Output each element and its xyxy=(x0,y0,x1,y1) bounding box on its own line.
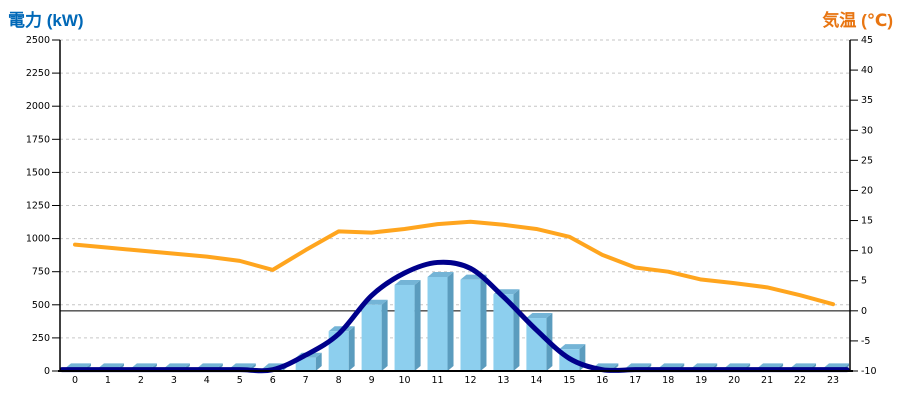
bar-top-face xyxy=(823,363,849,369)
x-axis-tick-label: 8 xyxy=(336,375,342,386)
x-axis-tick-label: 9 xyxy=(369,375,375,386)
power-line-series xyxy=(59,259,850,374)
y-axis-right-tick-label: 40 xyxy=(861,65,873,76)
bar-top-face xyxy=(526,313,553,319)
y-axis-left-tick-label: 0 xyxy=(44,366,50,377)
power-bar xyxy=(493,294,514,371)
power-bar xyxy=(460,279,481,371)
x-axis-tick-label: 15 xyxy=(563,375,575,386)
x-axis-tick-label: 1 xyxy=(105,375,111,386)
temperature-line-series xyxy=(73,219,835,307)
x-axis-tick-label: 4 xyxy=(204,375,210,386)
y-axis-right-tick-label: -5 xyxy=(861,336,870,347)
y-axis-left-tick-label: 2250 xyxy=(26,68,50,79)
y-axis-left-tick-label: 1750 xyxy=(26,134,50,145)
bar-top-face xyxy=(427,271,454,277)
x-axis-tick-label: 6 xyxy=(270,375,276,386)
bar-side-face xyxy=(447,271,454,371)
x-axis-tick-label: 11 xyxy=(431,375,443,386)
bar-side-face xyxy=(513,289,520,371)
y-axis-left-tick-label: 2500 xyxy=(26,35,50,46)
x-axis-tick-label: 10 xyxy=(399,375,411,386)
bar-top-face xyxy=(790,363,817,369)
power-bar xyxy=(295,357,316,371)
bar-top-face xyxy=(97,363,124,369)
y-axis-left-tick-label: 250 xyxy=(32,333,50,344)
x-axis-tick-label: 22 xyxy=(794,375,806,386)
x-axis-tick-label: 17 xyxy=(629,375,641,386)
x-axis-tick-label: 3 xyxy=(171,375,177,386)
y-axis-left-tick-label: 500 xyxy=(32,300,50,311)
bar-side-face xyxy=(315,352,322,371)
x-axis-tick-label: 14 xyxy=(530,375,542,386)
y-axis-right-tick-label: 20 xyxy=(861,185,873,196)
bar-top-face xyxy=(559,344,586,350)
x-axis-tick-label: 2 xyxy=(138,375,144,386)
y-axis-right-tick-label: -10 xyxy=(861,366,877,377)
power-bar xyxy=(328,331,349,371)
bar-top-face xyxy=(196,363,223,369)
y-axis-right-tick-label: 0 xyxy=(861,306,867,317)
x-axis-tick-label: 7 xyxy=(303,375,309,386)
y-axis-left-tick-label: 1500 xyxy=(26,167,50,178)
x-axis-tick-label: 19 xyxy=(695,375,707,386)
power-bar xyxy=(427,276,448,371)
x-axis-tick-label: 18 xyxy=(662,375,674,386)
bar-top-face xyxy=(130,363,157,369)
bar-side-face xyxy=(414,279,421,371)
x-axis-tick-label: 23 xyxy=(827,375,839,386)
y-axis-right-tick-label: 5 xyxy=(861,276,867,287)
x-axis-tick-label: 16 xyxy=(596,375,608,386)
y-axis-left-tick-label: 750 xyxy=(32,267,50,278)
bar-top-face xyxy=(658,363,685,369)
x-axis-tick-label: 13 xyxy=(497,375,509,386)
bar-top-face xyxy=(65,363,91,369)
y-axis-right-tick-label: 35 xyxy=(861,95,873,106)
bar-side-face xyxy=(381,299,388,371)
y-axis-left-tick-label: 2000 xyxy=(26,101,50,112)
bar-top-face xyxy=(163,363,190,369)
x-axis-tick-label: 20 xyxy=(728,375,740,386)
bar-top-face xyxy=(724,363,751,369)
power-bar xyxy=(394,284,415,371)
left-axis-title: 電力 (kW) xyxy=(8,11,84,30)
bar-top-face xyxy=(394,279,421,285)
bar-top-face xyxy=(691,363,718,369)
right-axis-title: 気温 (℃) xyxy=(822,11,893,30)
bar-top-face xyxy=(625,363,652,369)
y-axis-right-tick-label: 30 xyxy=(861,125,873,136)
x-axis-tick-label: 0 xyxy=(72,375,78,386)
y-axis-right-tick-label: 15 xyxy=(861,216,873,227)
y-axis-right-tick-label: 25 xyxy=(861,155,873,166)
x-axis-tick-label: 12 xyxy=(464,375,476,386)
y-axis-right-tick-label: 10 xyxy=(861,246,873,257)
bar-side-face xyxy=(480,274,487,371)
x-axis-tick-label: 21 xyxy=(761,375,773,386)
y-axis-left-tick-label: 1250 xyxy=(26,201,50,212)
y-axis-right-tick-label: 45 xyxy=(861,35,873,46)
bar-side-face xyxy=(348,326,355,371)
bar-top-face xyxy=(229,363,256,369)
power-bar xyxy=(361,304,382,371)
bar-top-face xyxy=(757,363,784,369)
y-axis-left-tick-label: 1000 xyxy=(26,234,50,245)
x-axis-tick-label: 5 xyxy=(237,375,243,386)
